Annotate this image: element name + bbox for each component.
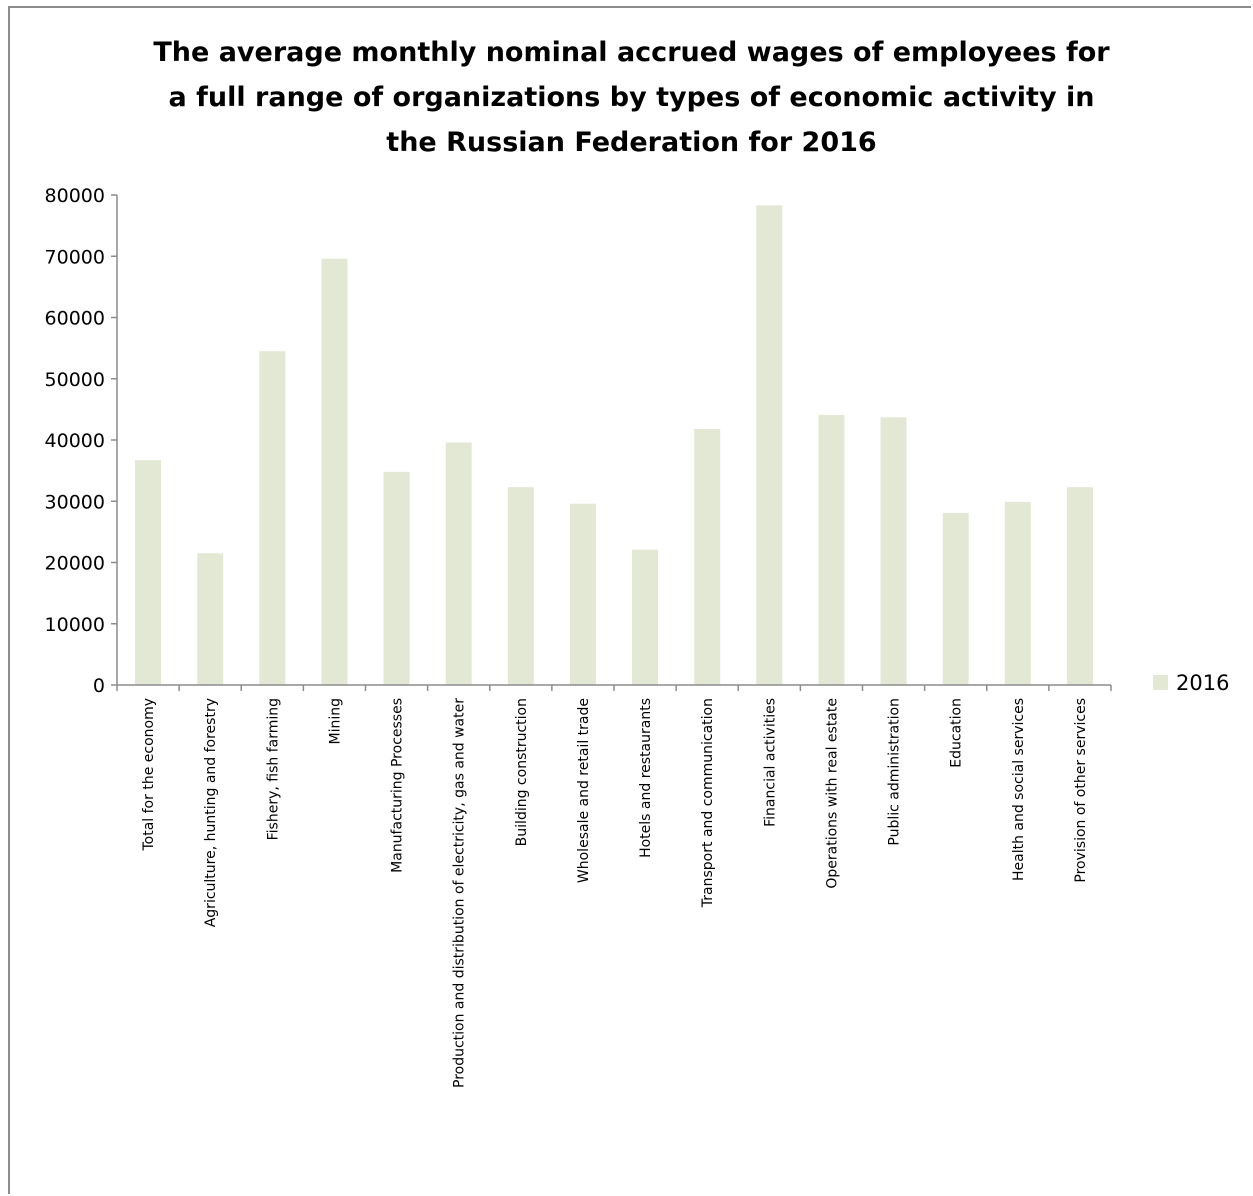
y-tick-labels: 0 10000 20000 30000 40000 50000 60000 70000 8000… [45, 185, 105, 697]
legend: 2016 [1153, 671, 1229, 695]
y-tick-label: 80000 [45, 185, 105, 207]
category-label: Provision of other services [1073, 698, 1089, 883]
y-tick-label: 30000 [45, 491, 105, 513]
bar-3 [259, 351, 286, 685]
bar-9 [632, 549, 659, 685]
bar-5 [383, 471, 410, 685]
category-label: Public administration [887, 698, 903, 846]
category-label: Education [949, 698, 965, 768]
category-label: Total for the economy [141, 698, 157, 852]
category-label: Health and social services [1011, 698, 1027, 881]
category-label: Financial activities [762, 698, 778, 827]
y-tick-label: 60000 [45, 308, 105, 330]
bar-4 [321, 258, 348, 685]
category-label: Manufacturing Processes [390, 698, 406, 873]
category-label: Wholesale and retail trade [576, 698, 592, 883]
legend-swatch [1153, 675, 1168, 690]
chart-title: The average monthly nominal accrued wage… [153, 37, 1110, 158]
bar-2 [197, 553, 224, 685]
category-label: Mining [327, 698, 343, 745]
category-label: Production and distribution of electrici… [452, 698, 468, 1088]
category-label: Hotels and restaurants [638, 698, 654, 858]
y-tick-label: 20000 [45, 553, 105, 575]
bar-10 [694, 428, 721, 685]
category-label: Building construction [514, 698, 530, 846]
bar-8 [569, 503, 596, 685]
category-label: Operations with real estate [824, 698, 840, 889]
bar-14 [942, 512, 969, 685]
y-tick-label: 10000 [45, 614, 105, 636]
category-labels: Total for the economy Agriculture, huntin… [141, 698, 1089, 1088]
category-label: Agriculture, hunting and forestry [203, 698, 219, 927]
bar-1 [135, 460, 162, 685]
bar-15 [1004, 501, 1031, 685]
y-tick-label: 40000 [45, 430, 105, 452]
bar-16 [1066, 487, 1093, 685]
category-label: Transport and communication [700, 698, 716, 908]
bar-13 [880, 417, 907, 685]
legend-label: 2016 [1176, 671, 1229, 695]
bar-11 [756, 205, 783, 685]
y-tick-label: 70000 [45, 246, 105, 268]
bar-6 [445, 442, 472, 685]
axes-layer [111, 194, 1112, 691]
bar-12 [818, 414, 845, 685]
y-tick-label: 50000 [45, 369, 105, 391]
y-tick-label: 0 [93, 675, 105, 697]
bars-layer [135, 205, 1093, 685]
bar-7 [507, 487, 534, 685]
category-label: Fishery, fish farming [265, 698, 281, 840]
